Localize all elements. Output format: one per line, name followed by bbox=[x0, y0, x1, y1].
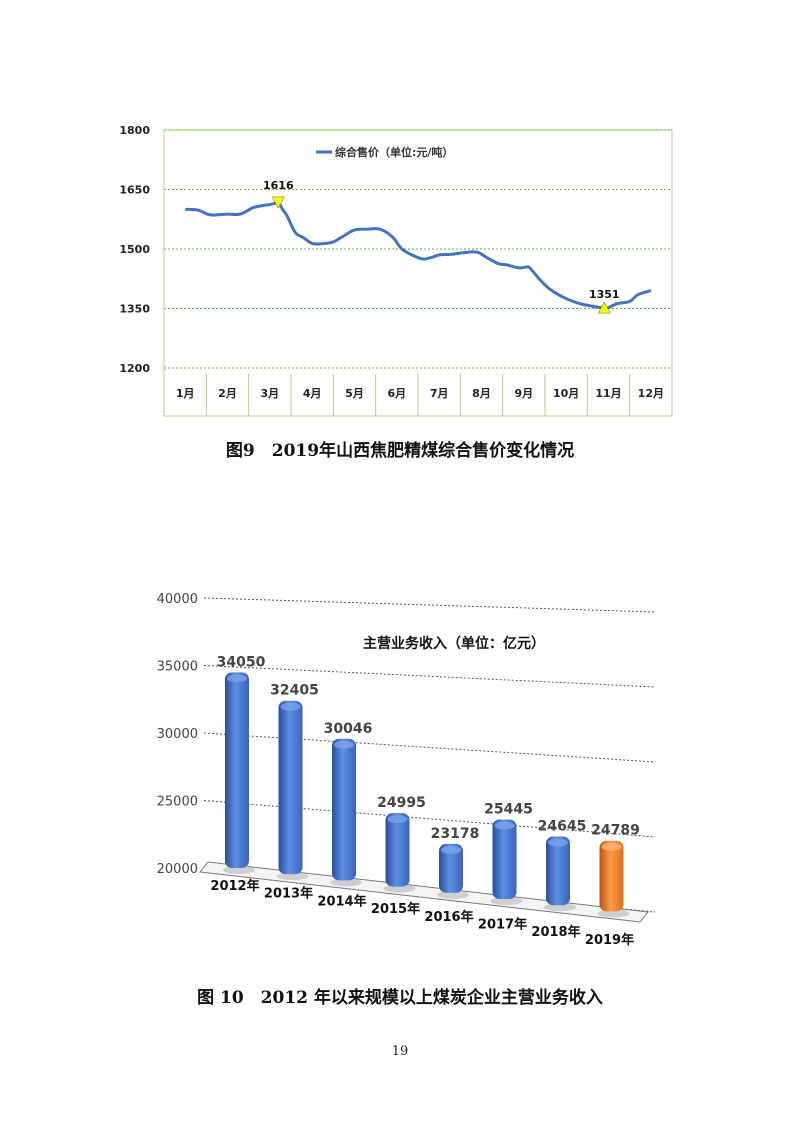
x-tick-label: 2012年 bbox=[210, 878, 259, 894]
x-tick-label: 2月 bbox=[218, 387, 237, 400]
annotation-label: 1616 bbox=[263, 179, 294, 192]
bar-shadow bbox=[383, 884, 416, 893]
x-tick-label: 5月 bbox=[345, 387, 364, 400]
x-tick-label: 8月 bbox=[472, 387, 491, 400]
y-tick-label: 25000 bbox=[157, 795, 198, 810]
bar-value-label: 32405 bbox=[270, 683, 319, 699]
x-tick-label: 2019年 bbox=[585, 932, 634, 948]
bar-2015年 bbox=[385, 813, 410, 887]
y-tick-label: 1650 bbox=[120, 184, 150, 197]
bar-value-label: 30046 bbox=[324, 721, 373, 737]
x-tick-label: 1月 bbox=[176, 387, 195, 400]
y-tick-label: 35000 bbox=[157, 660, 198, 675]
y-tick-label: 1350 bbox=[120, 303, 150, 316]
page-number: 19 bbox=[391, 1044, 409, 1059]
annotation-marker bbox=[597, 301, 611, 314]
revenue-bar-chart: 20000 25000 30000 35000 40000 主营业务收入（单位：亿元） 34… bbox=[157, 592, 656, 948]
bar-top bbox=[601, 842, 622, 851]
x-tick-label: 7月 bbox=[430, 387, 449, 400]
bar-shadow bbox=[437, 890, 469, 899]
bar-top bbox=[280, 702, 301, 711]
y-tick-label: 30000 bbox=[157, 727, 198, 742]
x-tick-label: 12月 bbox=[638, 387, 664, 400]
bar-2012年 bbox=[225, 672, 249, 868]
x-tick-label: 4月 bbox=[303, 387, 322, 400]
bar-shadow bbox=[330, 878, 362, 887]
bar-shadow bbox=[490, 897, 523, 905]
bar-shadow bbox=[276, 872, 309, 881]
bar-2013年 bbox=[278, 700, 303, 875]
bar-top bbox=[441, 845, 461, 854]
gridline bbox=[203, 732, 656, 763]
x-tick-label: 3月 bbox=[261, 387, 280, 400]
bar-2017年 bbox=[492, 819, 517, 899]
y-tick-label: 1500 bbox=[120, 243, 150, 256]
gridline bbox=[203, 665, 656, 688]
chart-floor bbox=[199, 861, 649, 923]
annotation-marker bbox=[271, 196, 285, 209]
bar-shadow bbox=[544, 903, 576, 912]
annotation-label: 1351 bbox=[589, 288, 620, 301]
bar-value-label: 24995 bbox=[377, 795, 426, 811]
x-tick-label: 2017年 bbox=[478, 917, 527, 933]
y-tick-label: 20000 bbox=[157, 862, 198, 877]
bar-2018年 bbox=[546, 836, 570, 906]
y-tick-label: 1200 bbox=[120, 362, 150, 375]
bar-2014年 bbox=[332, 738, 356, 881]
bar-value-label: 34050 bbox=[217, 654, 266, 670]
bar-top bbox=[548, 838, 568, 847]
bar-value-label: 24789 bbox=[591, 823, 640, 839]
x-tick-label: 2015年 bbox=[371, 901, 420, 917]
gridline bbox=[203, 800, 656, 838]
price-line-chart: 1200 1350 1500 1650 1800 1月 2月 3月 4月 5月 6月 7月 8月 9月 10… bbox=[120, 124, 673, 417]
x-tick-label: 2016年 bbox=[424, 909, 473, 925]
x-tick-label: 6月 bbox=[388, 387, 407, 400]
bar-shadow bbox=[597, 909, 630, 918]
bar-shadow bbox=[223, 866, 255, 874]
bar-value-label: 25445 bbox=[484, 801, 533, 817]
x-tick-label: 2014年 bbox=[317, 893, 366, 909]
plot-frame bbox=[163, 129, 673, 417]
bar-value-label: 24645 bbox=[538, 818, 587, 834]
chart-title: 主营业务收入（单位：亿元） bbox=[363, 635, 545, 652]
x-tick-label: 2013年 bbox=[264, 886, 313, 902]
bar-value-label: 23178 bbox=[431, 826, 480, 842]
x-tick-label: 9月 bbox=[515, 387, 534, 400]
price-series-line bbox=[185, 201, 652, 310]
x-tick-label: 11月 bbox=[595, 387, 621, 400]
bar-2019年 bbox=[599, 840, 624, 912]
figure-9-caption: 图9 2019年山西焦肥精煤综合售价变化情况 bbox=[225, 441, 575, 461]
y-tick-label: 40000 bbox=[157, 592, 198, 607]
bar-top bbox=[227, 674, 247, 683]
bar-top bbox=[334, 740, 354, 749]
x-tick-label: 2018年 bbox=[531, 924, 580, 940]
legend-label: 综合售价（单位:元/吨） bbox=[335, 145, 453, 159]
y-tick-label: 1800 bbox=[120, 124, 150, 137]
bar-2016年 bbox=[439, 843, 463, 893]
figure-10-caption: 图 10 2012 年以来规模以上煤炭企业主营业务收入 bbox=[197, 988, 603, 1008]
bar-top bbox=[387, 815, 408, 824]
gridline bbox=[203, 597, 656, 613]
x-tick-label: 10月 bbox=[553, 387, 579, 400]
bar-top bbox=[494, 821, 515, 830]
